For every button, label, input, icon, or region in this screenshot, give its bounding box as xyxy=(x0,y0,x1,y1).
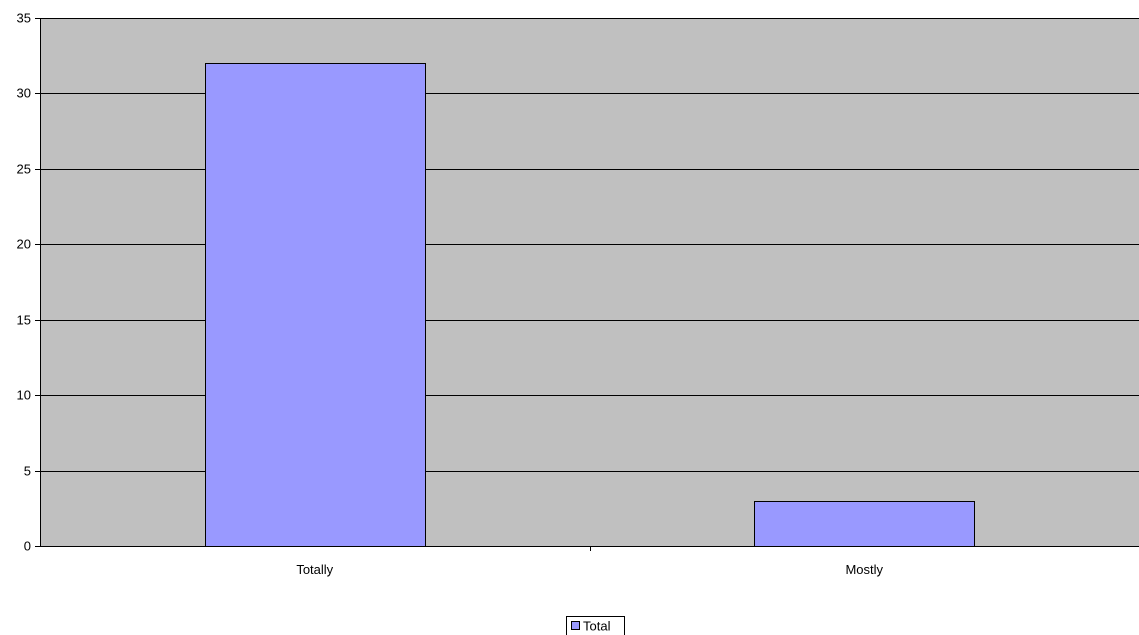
x-tick-labels: Totally Mostly xyxy=(296,562,883,577)
y-tick-label-25: 25 xyxy=(17,162,31,177)
y-tick-label-35: 35 xyxy=(17,11,31,26)
y-tick-label-20: 20 xyxy=(17,237,31,252)
bar-mostly xyxy=(754,501,975,547)
y-tick-label-10: 10 xyxy=(17,388,31,403)
y-tick-label-0: 0 xyxy=(24,539,31,554)
plot-area xyxy=(40,18,1139,546)
y-tick-label-5: 5 xyxy=(24,464,31,479)
x-tick-label-mostly: Mostly xyxy=(845,562,883,577)
legend: Total xyxy=(566,616,625,635)
y-tick-labels: 0 5 10 15 20 25 30 35 xyxy=(17,11,31,554)
x-tick-label-totally: Totally xyxy=(296,562,333,577)
y-tick-label-15: 15 xyxy=(17,313,31,328)
y-tick-label-30: 30 xyxy=(17,86,31,101)
legend-swatch-total xyxy=(571,621,580,630)
legend-box xyxy=(566,616,625,635)
legend-label-total: Total xyxy=(583,619,611,634)
axes xyxy=(35,18,1139,551)
bar-totally xyxy=(205,63,426,547)
